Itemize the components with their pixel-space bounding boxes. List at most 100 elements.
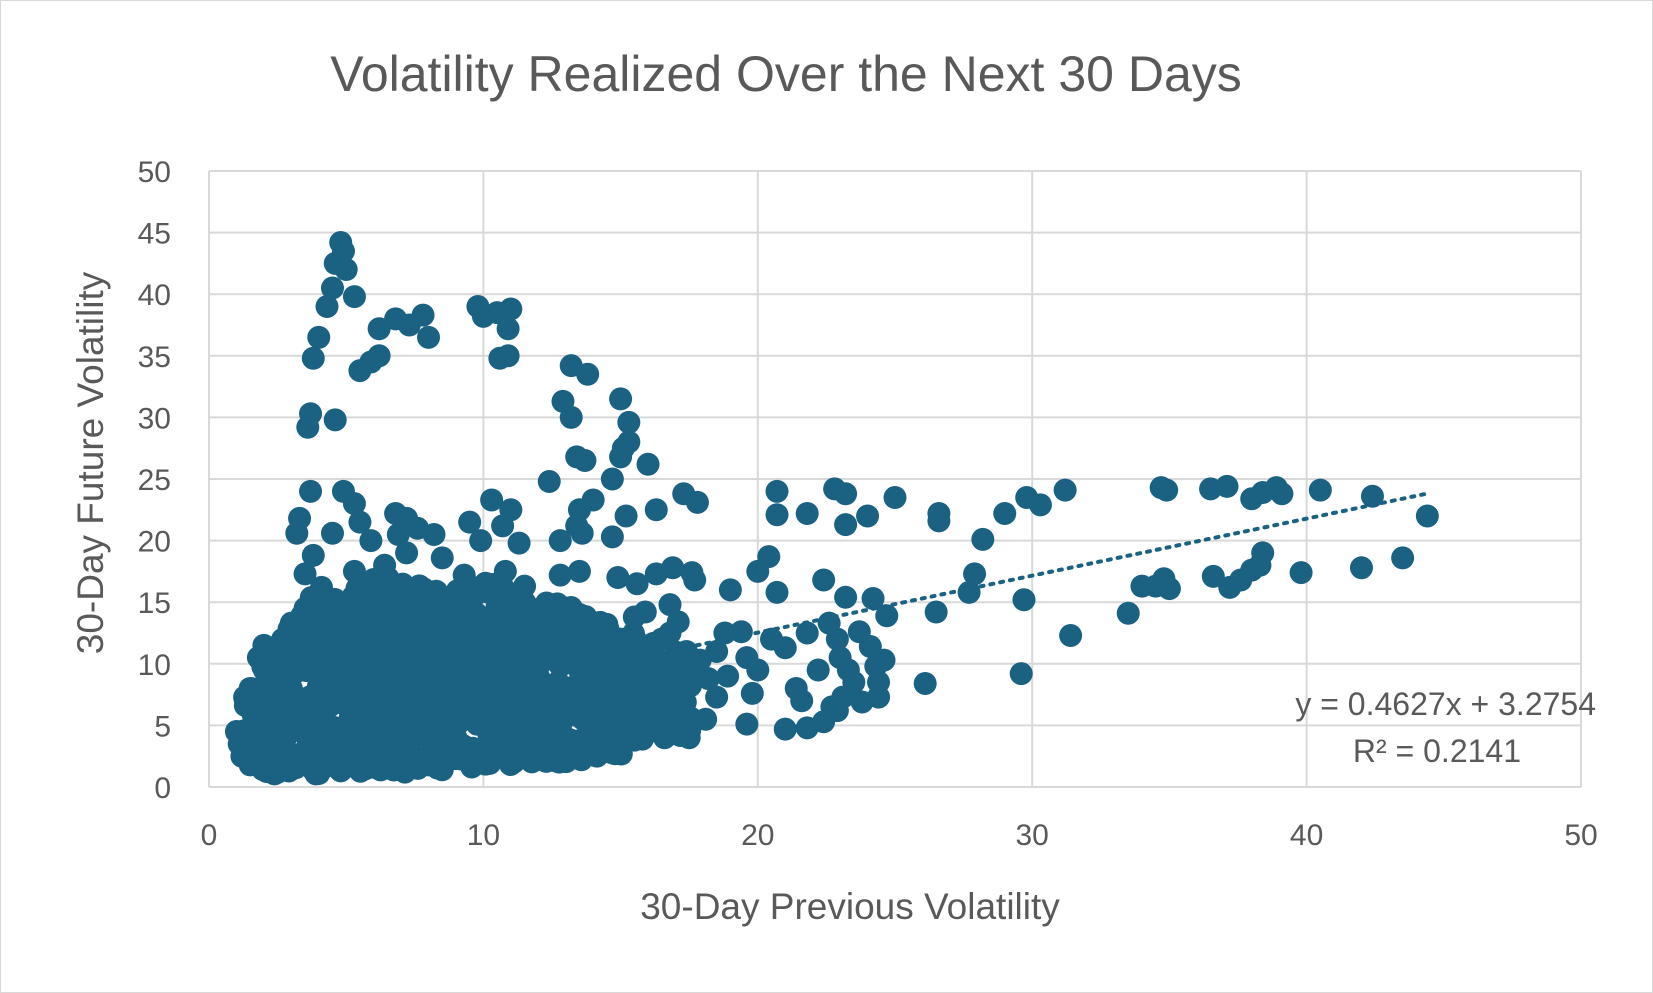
data-point bbox=[526, 664, 550, 688]
x-axis-ticks: 0 10 20 30 40 50 bbox=[201, 819, 1598, 852]
data-point bbox=[644, 498, 668, 522]
data-point bbox=[609, 387, 633, 411]
data-point bbox=[499, 297, 523, 321]
data-point bbox=[867, 685, 891, 709]
x-axis-title: 30-Day Previous Volatility bbox=[640, 886, 1060, 927]
data-point bbox=[913, 672, 937, 696]
data-point bbox=[293, 562, 317, 586]
data-point bbox=[625, 572, 649, 596]
x-tick-label: 20 bbox=[741, 819, 774, 852]
data-point bbox=[499, 720, 523, 744]
data-point bbox=[825, 627, 849, 651]
data-point bbox=[735, 712, 759, 736]
data-point bbox=[257, 670, 281, 694]
data-point bbox=[622, 670, 646, 694]
data-point bbox=[729, 620, 753, 644]
data-point bbox=[507, 531, 531, 555]
y-tick-label: 30 bbox=[138, 402, 171, 435]
data-point bbox=[927, 509, 951, 533]
data-point bbox=[266, 726, 290, 750]
data-point bbox=[554, 744, 578, 768]
data-point bbox=[395, 541, 419, 565]
data-point bbox=[444, 747, 468, 771]
data-point bbox=[471, 745, 495, 769]
x-tick-label: 50 bbox=[1564, 819, 1597, 852]
data-point bbox=[1059, 623, 1083, 647]
data-point bbox=[471, 713, 495, 737]
trendline-r-squared: R² = 0.2141 bbox=[1353, 733, 1521, 769]
data-point bbox=[554, 633, 578, 657]
data-point bbox=[386, 522, 410, 546]
data-point bbox=[417, 658, 441, 682]
data-point bbox=[1155, 478, 1179, 502]
x-tick-label: 40 bbox=[1290, 819, 1323, 852]
data-point bbox=[658, 593, 682, 617]
data-point bbox=[496, 344, 520, 368]
data-point bbox=[883, 485, 907, 509]
y-tick-label: 45 bbox=[138, 218, 171, 251]
data-point bbox=[669, 720, 693, 744]
trendline-path bbox=[234, 490, 1433, 743]
data-point bbox=[301, 346, 325, 370]
data-point bbox=[581, 488, 605, 512]
data-point bbox=[1012, 588, 1036, 612]
data-point bbox=[677, 662, 701, 686]
data-point bbox=[499, 748, 523, 772]
data-point bbox=[491, 514, 515, 538]
data-point bbox=[740, 681, 764, 705]
data-point bbox=[581, 683, 605, 707]
data-point bbox=[1391, 546, 1415, 570]
data-point bbox=[320, 664, 344, 688]
chart-title: Volatility Realized Over the Next 30 Day… bbox=[330, 46, 1242, 102]
data-point bbox=[856, 504, 880, 528]
data-point bbox=[389, 652, 413, 676]
data-point bbox=[666, 610, 690, 634]
x-tick-label: 30 bbox=[1016, 819, 1049, 852]
data-point bbox=[834, 513, 858, 537]
data-point bbox=[458, 510, 482, 534]
data-point bbox=[299, 479, 323, 503]
data-point bbox=[320, 521, 344, 545]
data-point bbox=[795, 621, 819, 645]
data-point bbox=[716, 664, 740, 688]
data-point bbox=[310, 575, 334, 599]
data-point bbox=[458, 615, 482, 639]
data-point bbox=[296, 415, 320, 439]
data-point bbox=[342, 492, 366, 516]
data-point bbox=[609, 627, 633, 651]
data-point bbox=[348, 510, 372, 534]
data-point bbox=[293, 633, 317, 657]
data-point bbox=[279, 611, 303, 635]
data-point bbox=[499, 646, 523, 670]
data-point bbox=[1308, 478, 1332, 502]
data-point bbox=[540, 596, 564, 620]
data-point bbox=[342, 285, 366, 309]
data-point bbox=[773, 717, 797, 741]
data-point bbox=[1157, 577, 1181, 601]
data-point bbox=[444, 726, 468, 750]
data-point bbox=[765, 479, 789, 503]
data-point bbox=[375, 695, 399, 719]
data-points bbox=[224, 230, 1439, 786]
data-point bbox=[924, 600, 948, 624]
data-point bbox=[403, 593, 427, 617]
data-point bbox=[323, 408, 347, 432]
data-point bbox=[359, 529, 383, 553]
data-point bbox=[246, 738, 270, 762]
data-point bbox=[411, 303, 435, 327]
data-point bbox=[581, 743, 605, 767]
data-point bbox=[757, 545, 781, 569]
data-point bbox=[636, 452, 660, 476]
data-point bbox=[559, 405, 583, 429]
y-tick-label: 50 bbox=[138, 156, 171, 189]
data-point bbox=[1053, 478, 1077, 502]
data-point bbox=[348, 627, 372, 651]
data-point bbox=[1215, 474, 1239, 498]
data-point bbox=[963, 562, 987, 586]
data-point bbox=[430, 546, 454, 570]
data-point bbox=[993, 501, 1017, 525]
data-point bbox=[650, 627, 674, 651]
y-tick-label: 10 bbox=[138, 649, 171, 682]
data-point bbox=[812, 568, 836, 592]
